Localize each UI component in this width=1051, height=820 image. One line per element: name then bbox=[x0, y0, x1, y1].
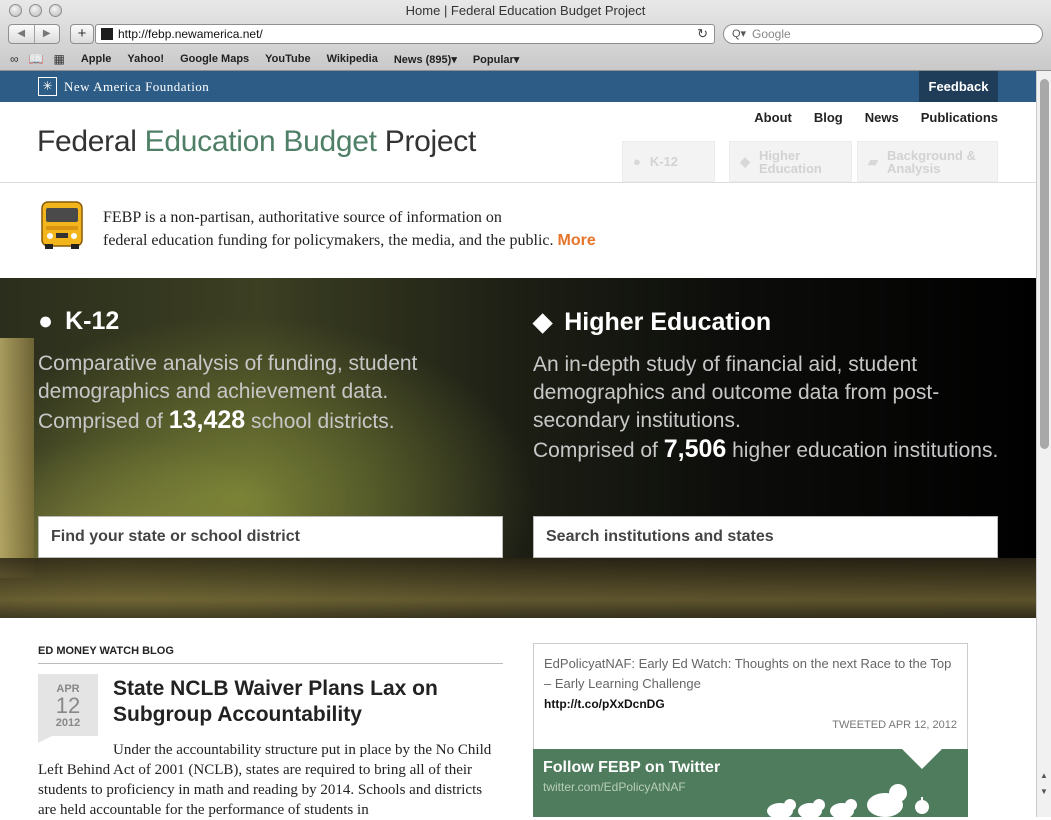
higher-ed-description: An in-depth study of financial aid, stud… bbox=[533, 353, 940, 432]
books-icon: ▰ bbox=[868, 154, 878, 169]
naf-logo-icon[interactable]: ✳ bbox=[38, 77, 57, 96]
post-title[interactable]: State NCLB Waiver Plans Lax on Subgroup … bbox=[113, 677, 438, 726]
top-sites-icon[interactable]: ▦ bbox=[53, 52, 65, 66]
reload-icon[interactable]: ↻ bbox=[697, 26, 708, 41]
bookmark-wikipedia[interactable]: Wikipedia bbox=[326, 53, 378, 65]
institution-search-input[interactable]: Search institutions and states bbox=[533, 516, 998, 558]
header-divider bbox=[0, 182, 1036, 183]
nav-news[interactable]: News bbox=[864, 110, 899, 125]
bookmark-google-maps[interactable]: Google Maps bbox=[180, 53, 250, 65]
tweet-text: EdPolicyatNAF: Early Ed Watch: Thoughts … bbox=[544, 656, 952, 691]
forward-button[interactable]: ▶ bbox=[42, 28, 51, 39]
bookmark-yahoo[interactable]: Yahoo! bbox=[127, 53, 165, 65]
window-controls[interactable] bbox=[9, 4, 62, 17]
tweet-link[interactable]: http://t.co/pXxDcnDG bbox=[544, 697, 665, 711]
bookmark-youtube[interactable]: YouTube bbox=[265, 53, 311, 65]
k12-heading[interactable]: ● K-12 bbox=[38, 307, 120, 335]
higher-ed-count-line: Comprised of 7,506 higher education inst… bbox=[533, 435, 999, 463]
browser-chrome: Home | Federal Education Budget Project … bbox=[0, 0, 1051, 71]
tweet-notch bbox=[902, 749, 942, 769]
org-bar: ✳ New America Foundation Feedback bbox=[0, 71, 1036, 102]
zoom-window-button[interactable] bbox=[49, 4, 62, 17]
nav-blog[interactable]: Blog bbox=[813, 110, 843, 125]
tweet-card: EdPolicyatNAF: Early Ed Watch: Thoughts … bbox=[533, 643, 968, 750]
apple-icon: ● bbox=[38, 307, 54, 335]
follow-url[interactable]: twitter.com/EdPolicyAtNAF bbox=[543, 780, 686, 794]
more-link[interactable]: More bbox=[557, 232, 596, 249]
org-name[interactable]: New America Foundation bbox=[64, 79, 210, 94]
higher-ed-column: ◆ Higher Education An in-depth study of f… bbox=[533, 278, 1003, 465]
tweet-timestamp: TWEETED APR 12, 2012 bbox=[832, 719, 957, 731]
district-search-input[interactable]: Find your state or school district bbox=[38, 516, 503, 558]
higher-ed-count: 7,506 bbox=[663, 435, 727, 463]
url-text: http://febp.newamerica.net/ bbox=[118, 27, 263, 41]
post-body: Under the accountability structure put i… bbox=[38, 742, 492, 818]
search-field[interactable]: Q▾ Google bbox=[723, 24, 1043, 44]
scroll-up-icon[interactable]: ▲ bbox=[1040, 771, 1048, 780]
nav-about[interactable]: About bbox=[754, 110, 792, 125]
minimize-window-button[interactable] bbox=[29, 4, 42, 17]
bookmark-apple[interactable]: Apple bbox=[80, 53, 112, 65]
bookmark-popular[interactable]: Popular▾ bbox=[472, 53, 520, 66]
post-date: APR 12 2012 bbox=[38, 674, 98, 743]
section-tab-higher-ed[interactable]: ◆ Higher Education bbox=[729, 141, 852, 182]
scrollbar[interactable]: ▲ ▼ bbox=[1036, 71, 1051, 817]
top-nav: About Blog News Publications bbox=[754, 110, 998, 125]
graduation-cap-icon: ◆ bbox=[533, 308, 553, 336]
favicon-icon bbox=[101, 28, 113, 40]
scroll-thumb[interactable] bbox=[1040, 79, 1049, 449]
birds-illustration-icon bbox=[767, 784, 929, 817]
search-placeholder: Google bbox=[752, 27, 791, 41]
reading-list-icon[interactable]: ∞ bbox=[10, 52, 19, 66]
floor-shade bbox=[0, 558, 1036, 618]
window-title: Home | Federal Education Budget Project bbox=[405, 3, 646, 18]
k12-column: ● K-12 Comparative analysis of funding, s… bbox=[38, 278, 508, 436]
higher-ed-heading[interactable]: ◆ Higher Education bbox=[533, 307, 772, 337]
back-button[interactable]: ◀ bbox=[9, 25, 35, 43]
school-bus-icon bbox=[41, 201, 83, 249]
address-bar[interactable]: http://febp.newamerica.net/ ↻ bbox=[95, 24, 715, 44]
search-icon: Q▾ bbox=[732, 28, 747, 40]
window-light bbox=[0, 338, 34, 578]
page-title[interactable]: Federal Education Budget Project bbox=[37, 125, 477, 158]
close-window-button[interactable] bbox=[9, 4, 22, 17]
blog-heading[interactable]: ED MONEY WATCH BLOG bbox=[38, 645, 503, 664]
bookmark-news[interactable]: News (895)▾ bbox=[393, 53, 457, 66]
k12-count: 13,428 bbox=[168, 406, 246, 434]
feedback-button[interactable]: Feedback bbox=[919, 71, 998, 102]
nav-buttons: ◀ ▶ bbox=[8, 24, 60, 44]
k12-description: Comparative analysis of funding, student… bbox=[38, 352, 418, 434]
intro-text: FEBP is a non-partisan, authoritative so… bbox=[103, 209, 596, 249]
hero-section: ● K-12 Comparative analysis of funding, s… bbox=[0, 278, 1036, 618]
scroll-down-icon[interactable]: ▼ bbox=[1040, 787, 1048, 796]
bookmarks-bar: ∞ 📖 ▦ Apple Yahoo! Google Maps YouTube W… bbox=[0, 49, 1051, 69]
graduation-cap-icon: ◆ bbox=[740, 154, 750, 169]
follow-heading[interactable]: Follow FEBP on Twitter bbox=[543, 759, 721, 776]
section-tab-k12[interactable]: ● K-12 bbox=[622, 141, 715, 182]
apple-icon: ● bbox=[633, 154, 641, 169]
section-tab-background[interactable]: ▰ Background & Analysis bbox=[857, 141, 998, 182]
bookmarks-icon[interactable]: 📖 bbox=[28, 52, 44, 66]
nav-publications[interactable]: Publications bbox=[920, 110, 998, 125]
add-bookmark-button[interactable]: + bbox=[70, 24, 94, 44]
